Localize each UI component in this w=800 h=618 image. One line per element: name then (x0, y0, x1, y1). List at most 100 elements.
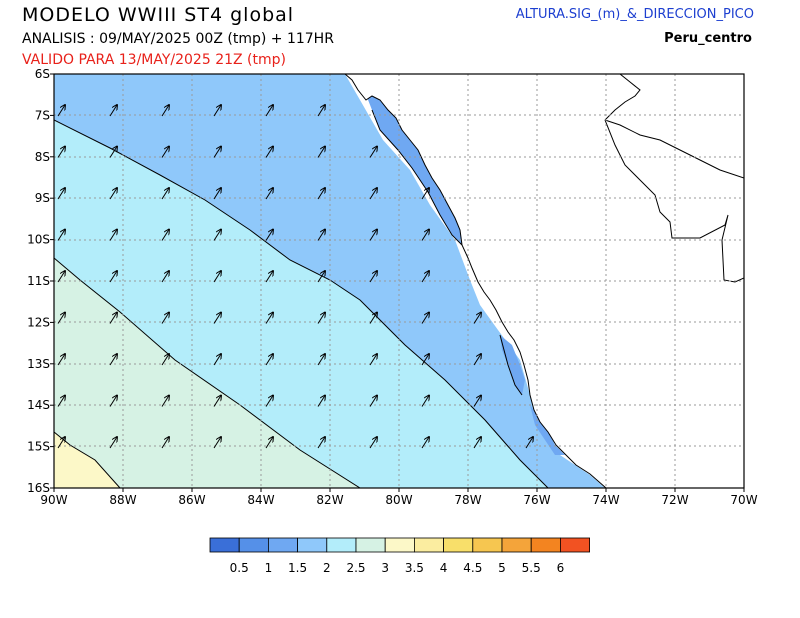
direction-arrow (109, 271, 117, 283)
map-title: MODELO WWIII ST4 global (22, 4, 295, 26)
legend-swatch (384, 537, 415, 553)
lon-tick-label: 90W (40, 493, 67, 507)
direction-arrow (57, 105, 65, 117)
lat-tick-label: 13S (27, 357, 50, 371)
direction-arrow (265, 147, 273, 158)
direction-arrow (109, 105, 117, 117)
legend-swatch (297, 537, 328, 553)
analysis-time: ANALISIS : 09/MAY/2025 00Z (tmp) + 117HR (22, 31, 334, 47)
direction-arrow (213, 437, 221, 449)
lon-tick-label: 84W (247, 493, 274, 507)
direction-arrow (369, 313, 377, 324)
lon-tick-label: 86W (178, 493, 205, 507)
direction-arrow (265, 271, 273, 283)
legend-label: 3 (381, 561, 389, 575)
direction-arrow (213, 147, 221, 158)
direction-arrow (473, 437, 481, 449)
direction-arrow (369, 230, 377, 241)
region-label: Peru_centro (664, 31, 752, 46)
legend-swatch (560, 537, 591, 553)
legend-swatch (326, 537, 357, 553)
lon-tick-label: 80W (385, 493, 412, 507)
direction-arrow (213, 271, 221, 283)
band-3-3.5 (54, 258, 360, 488)
legend-label: 0.5 (230, 561, 249, 575)
direction-arrow (109, 230, 117, 241)
legend-label: 4.5 (463, 561, 482, 575)
lon-tick-label: 82W (316, 493, 343, 507)
lon-tick-label: 74W (592, 493, 619, 507)
legend-swatch (355, 537, 386, 553)
lat-tick-label: 11S (27, 274, 50, 288)
direction-arrow (421, 271, 429, 283)
direction-arrow (265, 396, 273, 407)
parameter-label: ALTURA.SIG_(m)_&_DIRECCION_PICO (515, 7, 754, 22)
direction-arrow (57, 354, 65, 366)
border-lines-3 (604, 119, 744, 283)
direction-arrow (109, 354, 117, 366)
valid-time: VALIDO PARA 13/MAY/2025 21Z (tmp) (22, 52, 286, 68)
lat-tick-label: 10S (27, 233, 50, 247)
direction-arrow (265, 230, 273, 241)
legend-swatch (530, 537, 561, 553)
direction-arrow (213, 313, 221, 324)
legend-swatch (413, 537, 444, 553)
direction-arrow (161, 105, 169, 117)
direction-arrow (421, 188, 429, 200)
peak-direction-arrows (57, 105, 533, 449)
band-1.5-2 (365, 92, 462, 245)
graticule (54, 74, 744, 488)
lat-tick-label: 6S (35, 67, 50, 81)
legend-swatch (209, 537, 240, 553)
direction-arrow (473, 354, 481, 366)
direction-arrow (369, 188, 377, 200)
direction-arrow (421, 396, 429, 407)
direction-arrow (317, 147, 325, 158)
direction-arrow (213, 105, 221, 117)
direction-arrow (161, 188, 169, 200)
legend-swatch (238, 537, 269, 553)
direction-arrow (265, 105, 273, 117)
legend-label: 5 (498, 561, 506, 575)
direction-arrow (265, 313, 273, 324)
direction-arrow (213, 396, 221, 407)
direction-arrow (421, 230, 429, 241)
lat-tick-label: 7S (35, 108, 50, 122)
direction-arrow (317, 396, 325, 407)
legend-swatch (472, 537, 503, 553)
direction-arrow (317, 271, 325, 283)
lat-tick-label: 12S (27, 315, 50, 329)
direction-arrow (161, 396, 169, 407)
lon-tick-label: 72W (661, 493, 688, 507)
direction-arrow (369, 354, 377, 366)
direction-arrow (369, 437, 377, 449)
direction-arrow (317, 437, 325, 449)
direction-arrow (213, 230, 221, 241)
direction-arrow (421, 313, 429, 324)
lat-tick-label: 8S (35, 150, 50, 164)
legend-label: 1 (265, 561, 273, 575)
band-2-2.5 (54, 74, 605, 488)
border-lines (604, 74, 641, 121)
direction-arrow (161, 354, 169, 366)
color-legend: 0.5 1 1.5 2 2.5 3 3.5 4 4.5 5 5.5 6 (209, 537, 591, 575)
direction-arrow (369, 271, 377, 283)
direction-arrow (57, 147, 65, 158)
direction-arrow (161, 271, 169, 283)
legend-label: 2 (323, 561, 331, 575)
direction-arrow (317, 105, 325, 117)
direction-arrow (421, 354, 429, 366)
legend-swatch (267, 537, 298, 553)
direction-arrow (473, 313, 481, 324)
legend-swatch (443, 537, 474, 553)
direction-arrow (57, 437, 65, 449)
direction-arrow (109, 147, 117, 158)
lat-tick-label: 16S (27, 481, 50, 495)
direction-arrow (57, 396, 65, 407)
legend-swatch (501, 537, 532, 553)
direction-arrow (525, 437, 533, 449)
direction-arrow (421, 437, 429, 449)
direction-arrow (369, 147, 377, 158)
direction-arrow (369, 396, 377, 407)
